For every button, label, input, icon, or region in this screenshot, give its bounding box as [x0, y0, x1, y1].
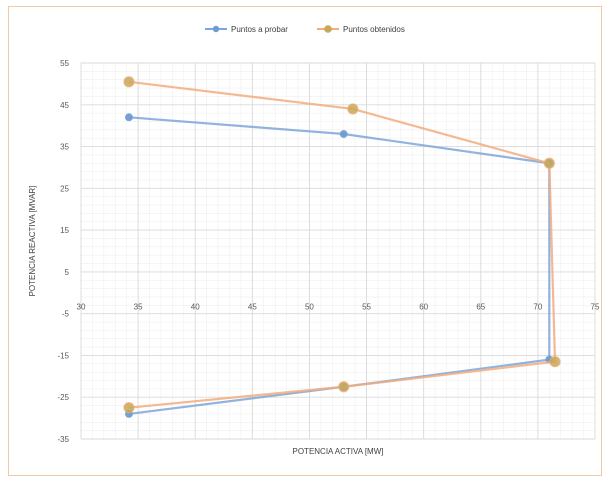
y-tick-label: -5 — [62, 310, 70, 319]
data-point — [123, 76, 135, 88]
y-tick-label: 55 — [60, 59, 69, 68]
y-tick-label: 25 — [60, 184, 69, 193]
data-point — [549, 356, 561, 368]
y-tick-label: 45 — [60, 101, 69, 110]
y-tick-label: -35 — [57, 435, 69, 444]
y-tick-labels: 55 45 35 25 15 5 -5 -15 -25 -35 — [57, 59, 69, 444]
data-point — [339, 130, 348, 139]
data-point — [124, 113, 133, 122]
x-tick-label: 60 — [419, 303, 428, 312]
y-tick-label: -25 — [57, 393, 69, 402]
legend-marker — [324, 25, 332, 33]
series-2 — [123, 76, 561, 414]
data-point — [338, 381, 350, 393]
y-tick-label: -15 — [57, 351, 69, 360]
x-tick-label: 40 — [191, 303, 200, 312]
major-grid — [80, 62, 596, 440]
y-axis-title: POTENCIA REACTIVA [MVAR] — [28, 186, 37, 297]
legend: Puntos a probar Puntos obtenidos — [205, 25, 405, 34]
x-tick-labels: 30 35 40 45 50 55 60 65 70 75 — [77, 303, 600, 312]
chart-frame: 30 35 40 45 50 55 60 65 70 75 55 45 35 25 15 5 -5 -15 -25… — [8, 6, 602, 476]
series-layer — [123, 76, 561, 418]
x-tick-label: 65 — [476, 303, 485, 312]
y-tick-label: 5 — [65, 268, 70, 277]
x-tick-label: 35 — [134, 303, 143, 312]
scatter-chart: 30 35 40 45 50 55 60 65 70 75 55 45 35 25 15 5 -5 -15 -25… — [28, 25, 600, 456]
x-tick-label: 50 — [305, 303, 314, 312]
y-tick-label: 35 — [60, 143, 69, 152]
x-tick-label: 70 — [533, 303, 542, 312]
x-tick-label: 45 — [248, 303, 257, 312]
data-point — [123, 402, 135, 414]
data-point — [347, 103, 359, 115]
x-tick-label: 75 — [591, 303, 600, 312]
x-axis-title: POTENCIA ACTIVA [MW] — [293, 447, 384, 456]
x-tick-label: 55 — [362, 303, 371, 312]
data-point — [543, 157, 555, 169]
legend-label: Puntos obtenidos — [343, 25, 405, 34]
legend-marker — [212, 25, 220, 33]
legend-label: Puntos a probar — [231, 25, 288, 34]
x-tick-label: 30 — [77, 303, 86, 312]
y-tick-label: 15 — [60, 226, 69, 235]
series-line — [128, 80, 557, 409]
